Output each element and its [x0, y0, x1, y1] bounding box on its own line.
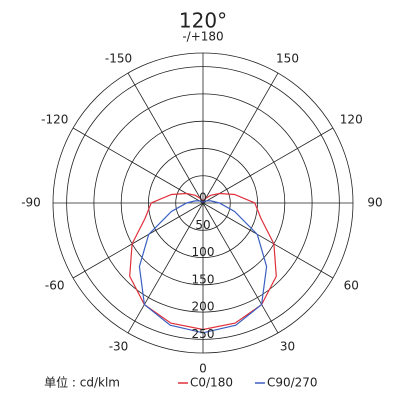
theta-tick-label: -90 — [21, 196, 41, 210]
theta-tick-label: -120 — [41, 113, 68, 127]
theta-tick-label: -/+180 — [182, 30, 223, 44]
spoke — [72, 202, 204, 279]
spoke — [202, 72, 279, 204]
spoke — [127, 202, 204, 334]
spoke — [127, 72, 204, 204]
series-line — [129, 192, 277, 331]
r-tick-label: 250 — [192, 327, 215, 341]
spoke — [202, 202, 279, 334]
legend-label: C0/180 — [190, 376, 233, 390]
theta-tick-label: -30 — [109, 339, 129, 353]
r-tick-label: 100 — [192, 245, 215, 259]
theta-tick-label: 30 — [280, 339, 295, 353]
legend-label: C90/270 — [267, 376, 318, 390]
unit-label: 单位 : cd/klm — [44, 375, 120, 390]
theta-tick-label: 90 — [367, 196, 382, 210]
spoke — [72, 127, 204, 204]
r-tick-label: 0 — [199, 191, 207, 205]
r-tick-label: 200 — [192, 300, 215, 314]
theta-tick-label: 0 — [199, 362, 207, 376]
theta-tick-label: -60 — [45, 279, 65, 293]
series-line — [138, 200, 268, 334]
spoke — [202, 127, 334, 204]
spoke — [202, 202, 334, 279]
r-tick-label: 50 — [195, 218, 210, 232]
theta-tick-label: 120 — [340, 113, 363, 127]
theta-tick-label: 150 — [276, 52, 299, 66]
theta-tick-label: 60 — [344, 279, 359, 293]
r-tick-label: 150 — [192, 272, 215, 286]
theta-tick-label: -150 — [105, 52, 132, 66]
chart-title: 120° — [179, 9, 227, 33]
